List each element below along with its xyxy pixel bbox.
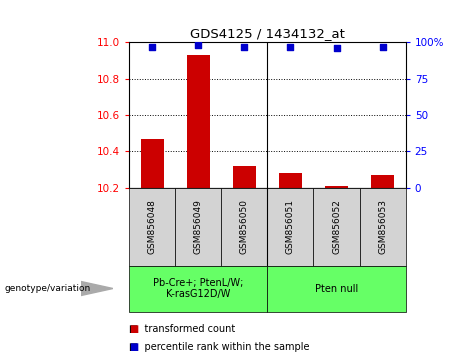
- Point: [195, 42, 202, 48]
- Bar: [313, 188, 360, 266]
- Text: GSM856049: GSM856049: [194, 199, 203, 254]
- Bar: [141, 139, 164, 188]
- Text: ■: ■: [129, 342, 138, 352]
- Text: GSM856050: GSM856050: [240, 199, 249, 254]
- Point: [287, 44, 294, 50]
- Bar: [187, 55, 210, 188]
- Text: GSM856048: GSM856048: [148, 199, 157, 254]
- Text: ■: ■: [129, 324, 138, 334]
- Bar: [279, 173, 302, 188]
- Point: [333, 45, 340, 51]
- Text: ■  percentile rank within the sample: ■ percentile rank within the sample: [129, 342, 310, 352]
- Text: ■  transformed count: ■ transformed count: [129, 324, 235, 334]
- Bar: [175, 188, 221, 266]
- Text: GSM856053: GSM856053: [378, 199, 387, 254]
- Bar: [233, 166, 256, 188]
- Text: GSM856052: GSM856052: [332, 199, 341, 254]
- Bar: [267, 188, 313, 266]
- Text: genotype/variation: genotype/variation: [5, 284, 91, 293]
- Bar: [325, 186, 348, 188]
- Title: GDS4125 / 1434132_at: GDS4125 / 1434132_at: [190, 27, 345, 40]
- Bar: [129, 188, 175, 266]
- Point: [379, 44, 386, 50]
- Text: Pten null: Pten null: [315, 284, 358, 293]
- Text: Pb-Cre+; PtenL/W;
K-rasG12D/W: Pb-Cre+; PtenL/W; K-rasG12D/W: [153, 278, 243, 299]
- Point: [148, 44, 156, 50]
- Bar: [221, 188, 267, 266]
- Bar: [267, 266, 406, 312]
- Text: GSM856051: GSM856051: [286, 199, 295, 254]
- Bar: [371, 175, 394, 188]
- Bar: [129, 266, 267, 312]
- Polygon shape: [81, 281, 113, 296]
- Point: [241, 44, 248, 50]
- Bar: [360, 188, 406, 266]
